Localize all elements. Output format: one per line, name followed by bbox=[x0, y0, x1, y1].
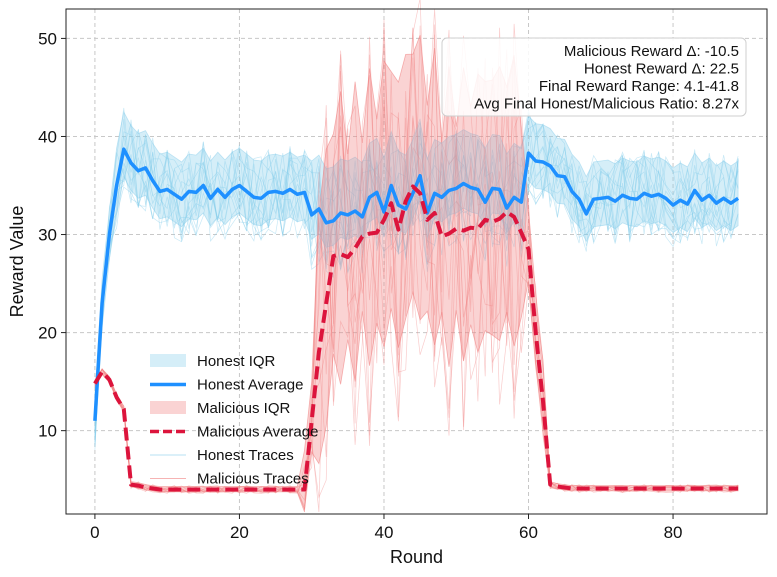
honest-trace bbox=[94, 129, 739, 404]
annotation-box-frame bbox=[441, 37, 747, 117]
legend-label: Malicious Average bbox=[197, 424, 318, 441]
honest-trace bbox=[94, 136, 739, 397]
x-tick-label: 20 bbox=[230, 523, 249, 542]
malicious-trace bbox=[94, 57, 739, 513]
legend-item: Honest Traces bbox=[150, 447, 294, 464]
honest-average-line bbox=[93, 147, 740, 421]
legend-swatch bbox=[150, 401, 186, 414]
x-tick-label: 40 bbox=[375, 523, 394, 542]
honest-trace bbox=[94, 119, 739, 450]
legend: Honest IQR Honest Average Malicious IQR Mal… bbox=[150, 353, 318, 488]
honest-trace bbox=[94, 123, 739, 430]
y-tick-label: 50 bbox=[38, 29, 57, 48]
legend-item: Honest IQR bbox=[150, 353, 276, 370]
legend-label: Malicious Traces bbox=[197, 471, 309, 488]
legend-item: Malicious Average bbox=[150, 424, 318, 441]
legend-item: Malicious IQR bbox=[150, 400, 291, 417]
honest-trace bbox=[94, 110, 739, 440]
legend-label: Honest Average bbox=[197, 377, 303, 394]
x-tick-label: 80 bbox=[664, 523, 683, 542]
malicious-trace bbox=[94, 27, 739, 510]
legend-label: Malicious IQR bbox=[197, 400, 291, 417]
axis-ticks: 0 20 40 60 80 10 20 30 40 50 bbox=[38, 29, 682, 542]
y-tick-label: 10 bbox=[38, 422, 57, 441]
honest-trace bbox=[94, 107, 739, 416]
malicious-iqr-band bbox=[94, 34, 739, 511]
malicious-average-line bbox=[93, 184, 739, 492]
honest-trace bbox=[94, 130, 739, 425]
honest-trace bbox=[94, 119, 739, 437]
honest-trace bbox=[94, 127, 739, 443]
y-tick-label: 30 bbox=[38, 226, 57, 245]
legend-item: Malicious Traces bbox=[150, 471, 309, 488]
legend-label: Honest Traces bbox=[197, 447, 294, 464]
y-tick-label: 20 bbox=[38, 324, 57, 343]
annotation-line: Malicious Reward Δ: -10.5 bbox=[564, 43, 739, 60]
honest-trace bbox=[94, 112, 739, 422]
legend-swatch bbox=[150, 354, 186, 367]
legend-item: Honest Average bbox=[150, 377, 303, 394]
annotation-line: Final Reward Range: 4.1-41.8 bbox=[539, 78, 739, 95]
series-lines bbox=[93, 147, 740, 492]
honest-trace bbox=[94, 141, 739, 409]
y-tick-label: 40 bbox=[38, 127, 57, 146]
plot-frame bbox=[65, 8, 768, 515]
x-tick-label: 0 bbox=[90, 523, 99, 542]
annotation-line: Honest Reward Δ: 22.5 bbox=[584, 61, 739, 78]
annotation-line: Avg Final Honest/Malicious Ratio: 8.27x bbox=[474, 96, 739, 113]
malicious-trace bbox=[94, 19, 739, 502]
x-axis-label: Round bbox=[390, 547, 443, 567]
honest-trace bbox=[94, 111, 739, 447]
y-axis-label: Reward Value bbox=[7, 206, 27, 318]
x-tick-label: 60 bbox=[519, 523, 538, 542]
malicious-trace bbox=[94, 75, 739, 494]
malicious-trace bbox=[94, 35, 739, 494]
legend-label: Honest IQR bbox=[197, 353, 276, 370]
